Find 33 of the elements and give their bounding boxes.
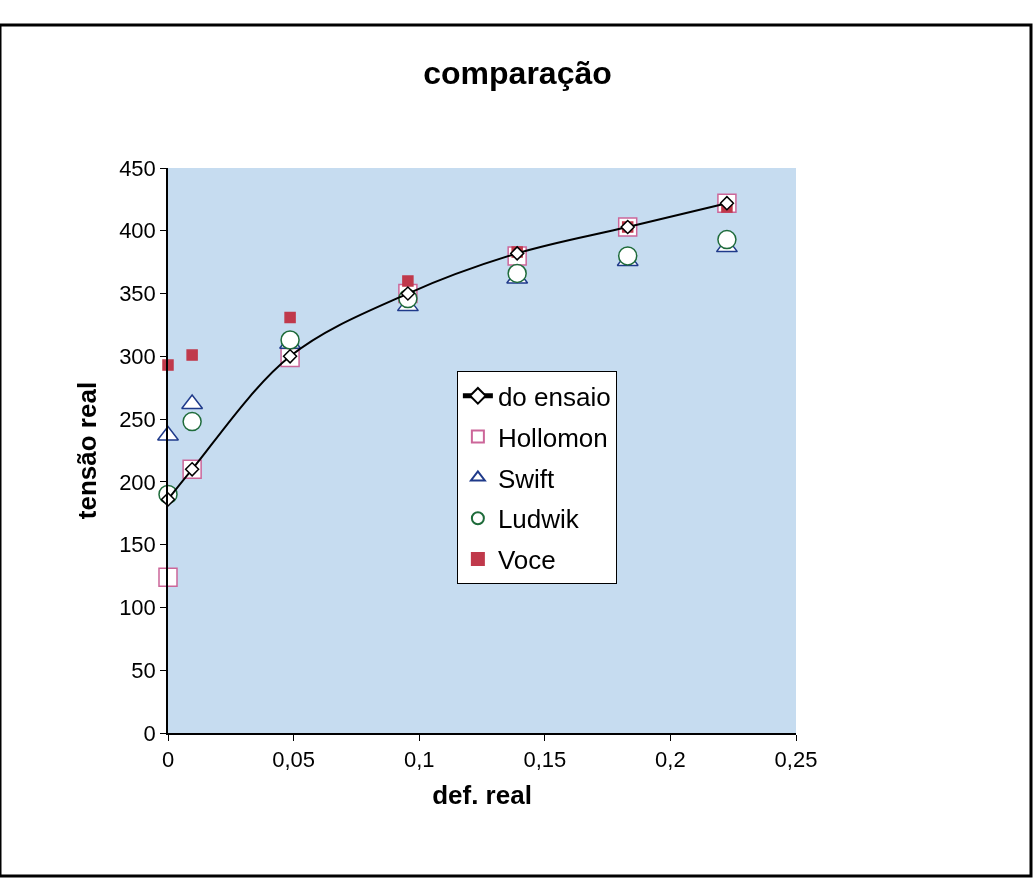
- x-tick-label: 0,2: [655, 747, 686, 773]
- x-tick-label: 0,05: [272, 747, 316, 773]
- chart-title: comparação: [423, 55, 612, 91]
- x-axis-title: def. real: [432, 780, 532, 811]
- point: [162, 359, 174, 371]
- x-tick-label: 0: [161, 747, 175, 773]
- y-tick-label: 50: [131, 657, 156, 683]
- y-tick-label: 100: [119, 595, 156, 621]
- legend-label: Swift: [497, 463, 555, 494]
- y-tick-label: 0: [143, 720, 156, 746]
- y-tick-label: 350: [119, 281, 156, 307]
- y-tick-label: 450: [119, 155, 156, 181]
- y-tick-label: 300: [119, 344, 156, 370]
- legend-label: Hollomon: [497, 422, 608, 453]
- point: [402, 275, 414, 287]
- legend-label: do ensaio: [497, 381, 611, 412]
- y-axis-title: tensão real: [72, 381, 103, 520]
- point: [717, 229, 737, 250]
- point: [158, 567, 178, 588]
- y-tick-label: 150: [119, 532, 156, 558]
- point: [507, 263, 527, 284]
- legend-label: Voce: [497, 545, 556, 576]
- point: [284, 311, 296, 324]
- x-tick-label: 0,15: [523, 747, 567, 773]
- x-tick-label: 0,25: [774, 747, 818, 773]
- x-tick-label: 0,1: [403, 747, 435, 773]
- y-tick-label: 200: [119, 469, 156, 495]
- y-tick-label: 250: [119, 406, 156, 432]
- point: [186, 349, 198, 361]
- y-tick-label: 400: [119, 218, 156, 244]
- legend-label: Ludwik: [497, 504, 580, 535]
- point: [617, 246, 638, 266]
- point: [182, 411, 202, 432]
